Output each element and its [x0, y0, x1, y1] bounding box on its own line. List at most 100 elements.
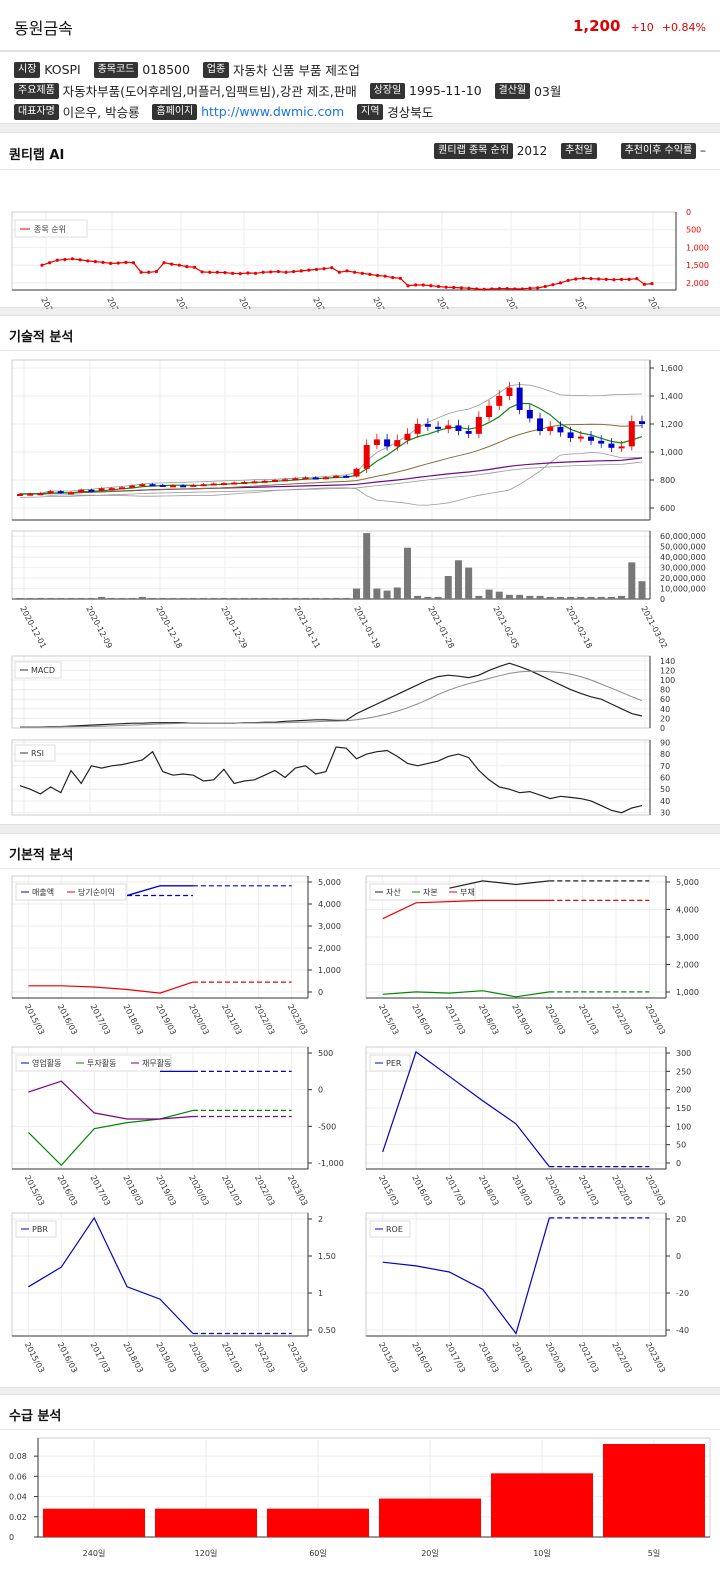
supply-bar	[155, 1508, 257, 1537]
volume-bar	[495, 591, 503, 599]
rank-point	[360, 271, 364, 275]
fund-x-tick: 2023/03	[644, 1003, 668, 1037]
fund-x-tick: 2020/03	[544, 1341, 568, 1375]
supply-bar	[267, 1508, 369, 1537]
fund-y-tick: 150	[676, 1104, 691, 1113]
rank-point	[162, 261, 166, 265]
volume-bar	[485, 589, 493, 599]
candle-body	[37, 493, 44, 496]
candle-body	[210, 483, 217, 486]
fund-legend-label: 부채	[460, 887, 475, 897]
rsi-y-tick: 60	[660, 774, 670, 783]
rec-date-tag: 추천일	[561, 143, 597, 159]
candle-body	[302, 477, 309, 480]
fund-x-tick: 2020/03	[187, 1174, 211, 1208]
rank-point	[543, 284, 547, 289]
rank-point	[215, 270, 219, 274]
fund-x-tick: 2023/03	[286, 1174, 310, 1208]
rank-point	[536, 286, 540, 290]
rank-point	[78, 258, 82, 262]
fund-series-line	[28, 1216, 194, 1334]
rank-point	[314, 267, 319, 272]
rank-point	[383, 274, 387, 278]
volume-bar	[607, 596, 615, 599]
candle-body	[557, 426, 564, 433]
volume-y-tick: 60,000,000	[660, 532, 706, 541]
company-name: 동원금속	[14, 19, 73, 38]
volume-bar	[546, 596, 554, 599]
industry-tag: 업종	[202, 61, 230, 78]
candle-body	[475, 417, 482, 434]
rank-point	[154, 269, 158, 274]
volume-bar	[77, 597, 85, 599]
fund-x-tick: 2017/03	[88, 1174, 112, 1208]
supply-x-tick: 20일	[421, 1549, 439, 1558]
stock-info: 시장 KOSPI 종목코드 018500 업종 자동차 신품 부품 제조업 주요…	[0, 51, 720, 124]
fund-x-tick: 2020/03	[544, 1174, 568, 1208]
price-y-tick: 1,400	[660, 392, 683, 401]
fund-x-tick: 2016/03	[410, 1174, 434, 1208]
rank-tag: 퀀티랩 종목 순위	[434, 143, 513, 159]
volume-bar	[138, 596, 146, 599]
rank-point	[581, 276, 585, 280]
candle-body	[47, 491, 54, 494]
products-tag: 주요제품	[14, 82, 59, 99]
fund-y-tick: 0	[318, 988, 323, 997]
candle-body	[465, 431, 472, 434]
supply-y-tick: 0.04	[9, 1493, 27, 1502]
volume-bar	[261, 597, 269, 599]
rank-point	[276, 269, 280, 274]
rank-point	[139, 270, 143, 274]
volume-bar	[556, 596, 564, 599]
supply-y-tick: 0.08	[9, 1452, 27, 1461]
fiscal-tag: 결산월	[494, 82, 531, 99]
rank-point	[375, 273, 380, 278]
rank-point	[612, 278, 616, 282]
volume-bar	[118, 597, 126, 599]
rank-x-tick: 2020-12-29	[237, 296, 267, 309]
fund-legend-label: PBR	[32, 1225, 48, 1234]
candle-body	[537, 418, 544, 431]
fund-x-tick: 2017/03	[88, 1341, 112, 1375]
current-price: 1,200	[572, 17, 621, 35]
volume-bar	[302, 597, 310, 599]
technical-title: 기술적 분석	[9, 330, 74, 345]
quantilab-title: 퀀티랩 AI	[9, 148, 65, 163]
rsi-y-tick: 70	[660, 762, 670, 771]
fund-x-tick: 2016/03	[56, 1174, 80, 1208]
volume-bar	[414, 595, 422, 599]
fund-series-line	[382, 1217, 550, 1335]
fund-series-line	[126, 885, 193, 897]
fund-legend-label: 당기순이익	[78, 887, 115, 897]
rank-y-tick: 2,000	[686, 279, 709, 288]
volume-bar	[475, 595, 483, 599]
quantilab-section: 퀀티랩 AI 퀀티랩 종목 순위 2012 추천일 추천이후 수익률 – 종목 …	[0, 132, 720, 309]
fund-x-tick: 2015/03	[23, 1174, 47, 1208]
supply-chart: 0.08 0.06 0.04 0.02 0 240일 120일 60일 20일 10일 5일	[9, 1437, 711, 1558]
supply-x-tick: 10일	[533, 1549, 551, 1558]
volume-bar	[312, 597, 320, 599]
homepage-tag: 홈페이지	[152, 103, 198, 120]
volume-bar	[87, 597, 95, 599]
volume-bar	[251, 597, 259, 599]
fund-x-tick: 2019/03	[154, 1003, 178, 1037]
homepage-link[interactable]: http://www.dwmic.com	[201, 104, 345, 119]
supply-x-tick: 60일	[309, 1549, 327, 1558]
candle-body	[486, 405, 493, 417]
volume-bar	[373, 588, 381, 599]
candle-body	[322, 477, 329, 480]
fund-y-tick: 200	[676, 1086, 691, 1095]
rank-point	[452, 285, 456, 290]
rank-x-tick: 2021-01-11	[311, 296, 341, 309]
candle-body	[639, 421, 645, 424]
fund-x-tick: 2020/03	[187, 1341, 211, 1375]
volume-bar	[465, 567, 473, 599]
volume-bar	[179, 597, 187, 599]
tech-x-tick: 2020-12-18	[154, 605, 184, 650]
volume-bar	[587, 596, 595, 599]
rank-point	[597, 277, 601, 281]
fund-x-tick: 2021/03	[220, 1341, 244, 1375]
fund-y-tick: -500	[318, 1122, 336, 1131]
candle-body	[190, 484, 197, 487]
rank-y-tick: 1,500	[686, 261, 709, 270]
